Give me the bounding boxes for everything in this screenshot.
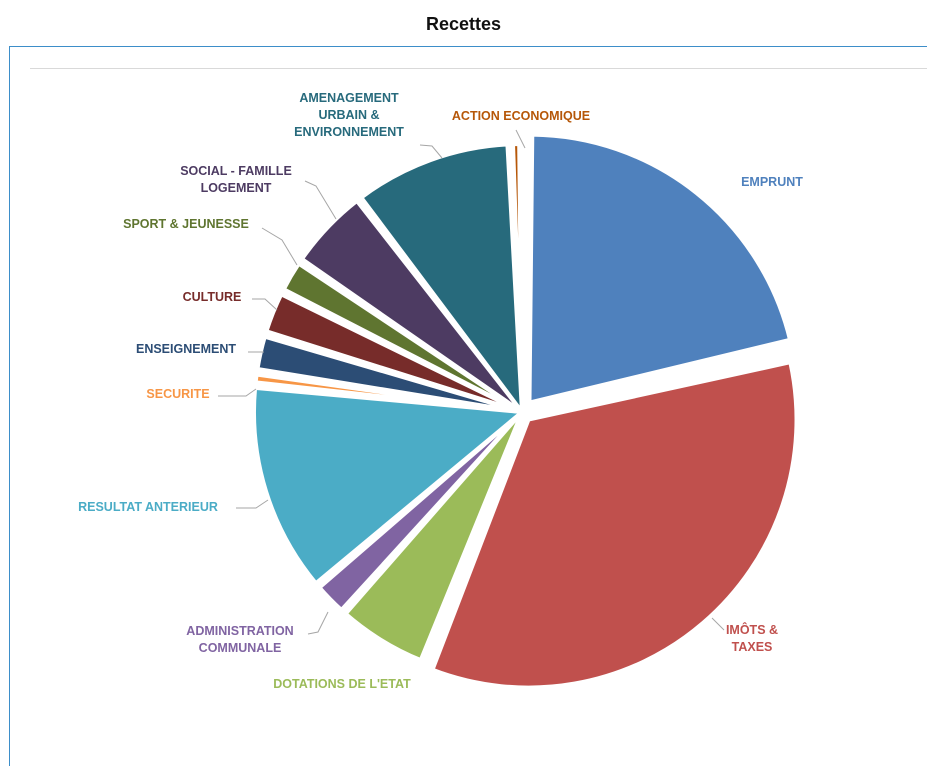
pie-slice-sport-jeunesse [281, 261, 524, 414]
pie-slice-social-famille-logement [299, 198, 524, 414]
pie-slice-action-economique [511, 142, 524, 414]
pie-slice-im-ts-taxes [430, 360, 799, 690]
pie-slice-emprunt [527, 132, 793, 405]
pie-slice-resultat-anterieur [252, 385, 524, 586]
slice-label-dotations-de-l-etat: DOTATIONS DE L'ETAT [273, 677, 411, 691]
slice-label-culture: CULTURE [183, 290, 242, 304]
slice-label-resultat-anterieur: RESULTAT ANTERIEUR [78, 500, 218, 514]
chart-frame [9, 46, 927, 766]
slice-label-social-famille-logement: SOCIAL - FAMILLE LOGEMENT [180, 164, 292, 195]
pie-slice-amenagement-urbain-environnement [359, 142, 524, 414]
slice-label-amenagement-urbain-environnement: AMENAGEMENT URBAIN & ENVIRONNEMENT [294, 91, 404, 139]
leader-line-administration-communale [307, 611, 329, 635]
leader-line-sport-jeunesse [261, 227, 298, 266]
slice-label-enseignement: ENSEIGNEMENT [136, 342, 236, 356]
leader-line-im-ts-taxes [711, 617, 725, 631]
pie-slice-administration-communale [317, 410, 524, 613]
chart-plot-border [30, 68, 927, 69]
pie-slice-dotations-de-l-etat [343, 410, 524, 663]
pie-slice-culture [264, 292, 524, 414]
leader-line-securite [218, 388, 257, 397]
leader-line-action-economique [515, 129, 526, 149]
slice-label-administration-communale: ADMINISTRATION COMMUNALE [186, 624, 293, 655]
leader-line-culture [252, 298, 278, 311]
leader-line-amenagement-urbain-environnement [419, 144, 443, 159]
pie-chart: EMPRUNT IMÔTS & TAXES DOTATIONS DE L'ETAT AD… [78, 91, 803, 691]
slice-label-action-economique: ACTION ECONOMIQUE [452, 109, 590, 123]
slice-label-sport-jeunesse: SPORT & JEUNESSE [123, 217, 249, 231]
leader-line-resultat-anterieur [236, 499, 269, 509]
slice-label-emprunt: EMPRUNT [741, 175, 803, 189]
leader-line-social-famille-logement [304, 180, 337, 220]
slice-label-securite: SECURITE [146, 387, 209, 401]
page-title: Recettes [425, 14, 502, 34]
slice-label-im-ts-taxes: IMÔTS & TAXES [726, 622, 778, 654]
